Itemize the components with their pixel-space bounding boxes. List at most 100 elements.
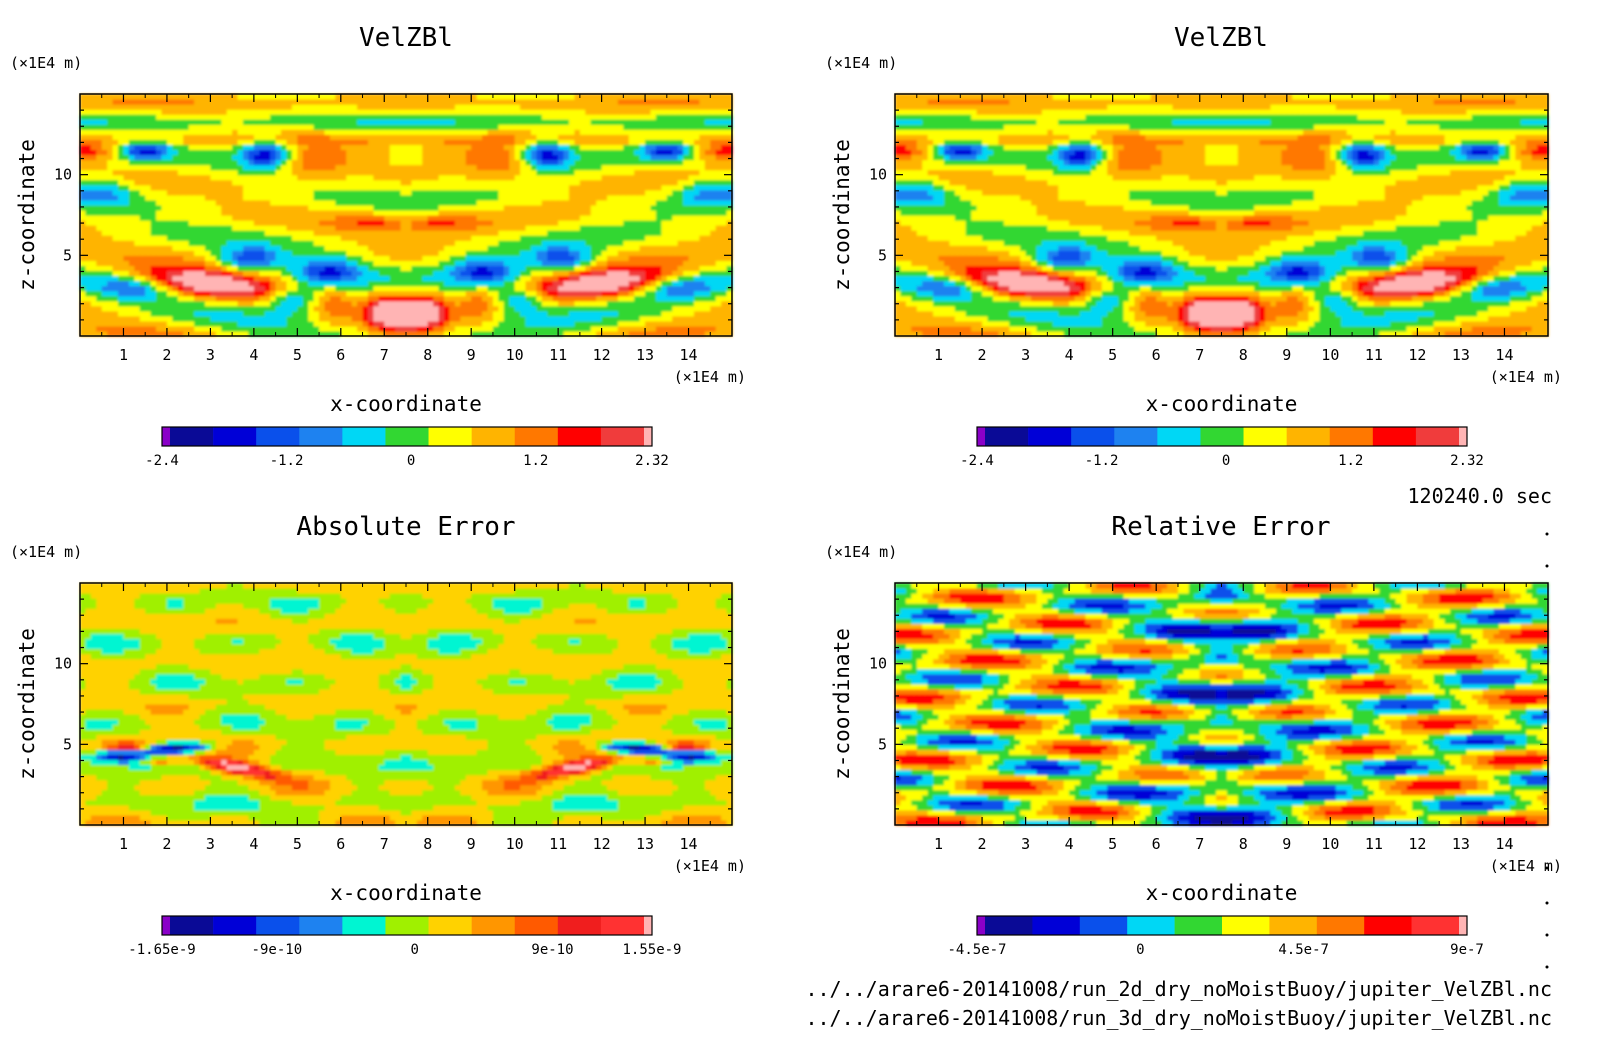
x-tick-label: 13 [1452,835,1470,853]
colorbar-segment [515,427,558,446]
colorbar-label: -1.2 [1085,453,1119,469]
colorbar-segment [1114,427,1157,446]
contour-field [80,583,733,826]
x-tick-label: 11 [549,835,567,853]
colorbar-segment [256,916,299,935]
colorbar-label: 4.5e-7 [1278,942,1329,958]
colorbar-segment [299,427,342,446]
y-unit-label: (×1E4 m) [825,54,897,72]
colorbar-segment [1459,427,1467,446]
x-tick-label: 13 [636,346,654,364]
colorbar-segment [472,916,515,935]
colorbar-segment [429,916,472,935]
x-tick-label: 8 [1239,835,1248,853]
colorbar-segment [1032,916,1080,935]
x-tick-label: 2 [162,835,171,853]
x-tick-label: 3 [1021,835,1030,853]
y-tick-label: 10 [54,655,72,673]
x-tick-label: 3 [206,835,215,853]
x-unit-label: (×1E4 m) [674,857,746,875]
x-axis-label: x-coordinate [330,392,482,416]
colorbar-segment [601,916,644,935]
colorbar-label: 0 [410,942,418,958]
colorbar-segment [1416,427,1459,446]
x-tick-label: 7 [380,835,389,853]
x-tick-label: 11 [549,346,567,364]
colorbar-segment [429,427,472,446]
x-tick-label: 8 [423,835,432,853]
y-axis-label: z-coordinate [830,139,854,291]
x-axis-label: x-coordinate [1146,392,1298,416]
colorbar-label: -1.2 [270,453,304,469]
colorbar-segment [1080,916,1128,935]
colorbar-segment [977,916,985,935]
chart-title: Absolute Error [296,512,515,542]
colorbar-segment [1222,916,1270,935]
colorbar-label: 0 [1222,453,1230,469]
colorbar-segment [1412,916,1460,935]
x-tick-label: 6 [336,835,345,853]
x-tick-label: 5 [1108,835,1117,853]
time-label: 120240.0 sec [1408,484,1553,508]
y-tick-label: 5 [878,246,887,264]
x-tick-label: 12 [593,346,611,364]
x-tick-label: 4 [249,835,258,853]
x-tick-label: 4 [1065,835,1074,853]
y-unit-label: (×1E4 m) [10,54,82,72]
colorbar-segment [1317,916,1365,935]
colorbar-segment [213,427,256,446]
colorbar: -1.65e-9 -9e-10 0 9e-10 1.55e-9 [128,916,681,958]
x-tick-label: 10 [1321,346,1339,364]
y-tick-label: 10 [869,166,887,184]
file-path-2: ../../arare6-20141008/run_3d_dry_noMoist… [805,1006,1552,1030]
colorbar-label: 1.55e-9 [622,942,681,958]
colorbar-segment [1330,427,1373,446]
colorbar-segment [1459,916,1467,935]
y-unit-label: (×1E4 m) [825,543,897,561]
x-tick-label: 12 [593,835,611,853]
colorbar-segment [558,427,601,446]
colorbar-label: 0 [407,453,415,469]
colorbar-label: 2.32 [635,453,669,469]
colorbar-segment [1157,427,1200,446]
colorbar-segment [985,916,1033,935]
colorbar-label: -2.4 [960,453,994,469]
colorbar-label: -4.5e-7 [947,942,1006,958]
x-tick-label: 9 [467,835,476,853]
colorbar-label: -2.4 [145,453,179,469]
x-tick-label: 3 [206,346,215,364]
y-tick-label: 5 [878,735,887,753]
colorbar-label: 1.2 [1338,453,1363,469]
x-tick-label: 6 [1152,835,1161,853]
colorbar-segment [644,916,652,935]
contour-field [80,94,733,337]
x-tick-label: 8 [1239,346,1248,364]
colorbar-segment [342,916,385,935]
colorbar-segment [162,916,170,935]
x-tick-label: 7 [380,346,389,364]
x-tick-label: 2 [978,346,987,364]
x-tick-label: 1 [934,346,943,364]
colorbar-segment [977,427,985,446]
x-tick-label: 1 [119,835,128,853]
y-tick-label: 5 [63,735,72,753]
colorbar-segment [1200,427,1243,446]
x-tick-label: 12 [1408,346,1426,364]
x-unit-label: (×1E4 m) [674,368,746,386]
x-tick-label: 7 [1195,835,1204,853]
colorbar-segment [1175,916,1223,935]
x-tick-label: 8 [423,346,432,364]
x-tick-label: 3 [1021,346,1030,364]
x-tick-label: 9 [1282,346,1291,364]
x-tick-label: 14 [1495,835,1513,853]
x-tick-label: 2 [162,346,171,364]
colorbar-segment [1127,916,1175,935]
x-tick-label: 5 [293,835,302,853]
x-unit-label: (×1E4 m) [1490,857,1562,875]
x-tick-label: 5 [1108,346,1117,364]
x-tick-label: 1 [934,835,943,853]
